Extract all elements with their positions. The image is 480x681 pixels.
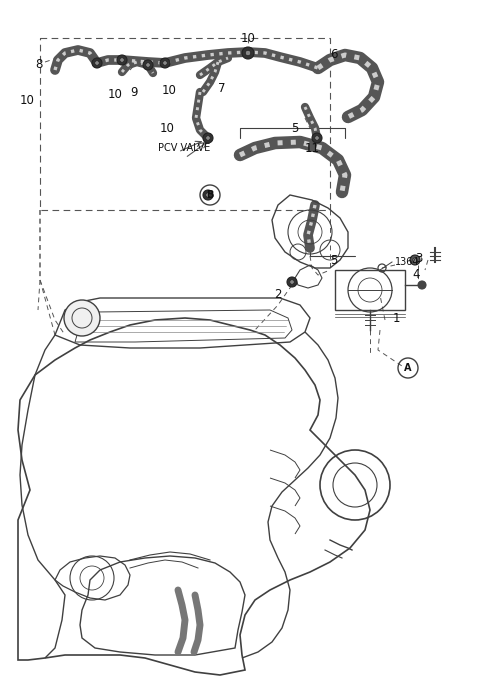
Text: 2: 2	[275, 289, 282, 302]
Text: 10: 10	[162, 84, 177, 97]
Text: 8: 8	[36, 59, 43, 72]
Circle shape	[203, 190, 213, 200]
Text: PCV VALVE: PCV VALVE	[158, 143, 210, 153]
Circle shape	[163, 61, 167, 65]
Text: 11: 11	[305, 142, 320, 155]
Text: 3: 3	[415, 251, 422, 264]
Text: 9: 9	[130, 86, 137, 99]
Circle shape	[413, 257, 417, 262]
Text: 6: 6	[330, 48, 337, 61]
Text: A: A	[404, 363, 412, 373]
Circle shape	[92, 58, 102, 68]
Circle shape	[290, 280, 294, 284]
Circle shape	[410, 255, 420, 265]
Circle shape	[120, 58, 124, 62]
Text: 5: 5	[330, 253, 337, 266]
Circle shape	[160, 58, 170, 68]
Text: 1364: 1364	[395, 257, 420, 267]
Text: 10: 10	[108, 89, 123, 101]
Circle shape	[242, 47, 254, 59]
Circle shape	[312, 133, 322, 143]
Text: 10: 10	[160, 121, 175, 135]
Circle shape	[95, 61, 99, 65]
Circle shape	[245, 50, 251, 56]
Text: 5: 5	[291, 121, 299, 135]
Text: 10: 10	[20, 93, 35, 106]
Text: 1: 1	[393, 311, 400, 325]
Circle shape	[143, 60, 153, 70]
Text: 10: 10	[240, 31, 255, 44]
Circle shape	[117, 55, 127, 65]
Text: B: B	[206, 190, 214, 200]
Circle shape	[315, 136, 319, 140]
Circle shape	[287, 277, 297, 287]
Text: 7: 7	[218, 82, 226, 95]
Circle shape	[418, 281, 426, 289]
Circle shape	[146, 63, 150, 67]
Circle shape	[64, 300, 100, 336]
Text: 4: 4	[412, 268, 420, 281]
Circle shape	[206, 193, 210, 197]
Circle shape	[203, 133, 213, 143]
Circle shape	[206, 136, 210, 140]
